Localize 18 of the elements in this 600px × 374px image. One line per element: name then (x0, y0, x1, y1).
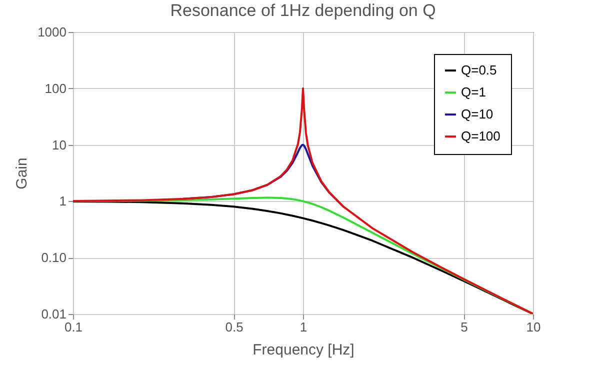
x-tick-label: 0.5 (225, 320, 244, 334)
legend-label: Q=10 (461, 106, 494, 122)
y-tick-label: 1 (59, 194, 66, 209)
y-tick-label: 0.01 (41, 306, 66, 322)
y-tick-label: 100 (44, 80, 66, 96)
y-tick-label: 1000 (38, 24, 66, 40)
x-tick-label: 5 (460, 320, 468, 334)
chart-title: Resonance of 1Hz depending on Q (170, 1, 436, 20)
y-tick-label: 0.10 (41, 250, 66, 266)
x-tick-label: 10 (526, 320, 541, 334)
x-tick-label: 1 (300, 320, 308, 334)
y-axis-title: Gain (14, 158, 31, 190)
x-tick-label: 0.1 (64, 320, 83, 334)
legend-label: Q=0.5 (461, 62, 497, 78)
y-tick-label: 10 (52, 137, 66, 152)
legend-label: Q=1 (461, 84, 486, 100)
x-axis-title: Frequency [Hz] (252, 342, 354, 358)
legend-label: Q=100 (461, 128, 500, 144)
